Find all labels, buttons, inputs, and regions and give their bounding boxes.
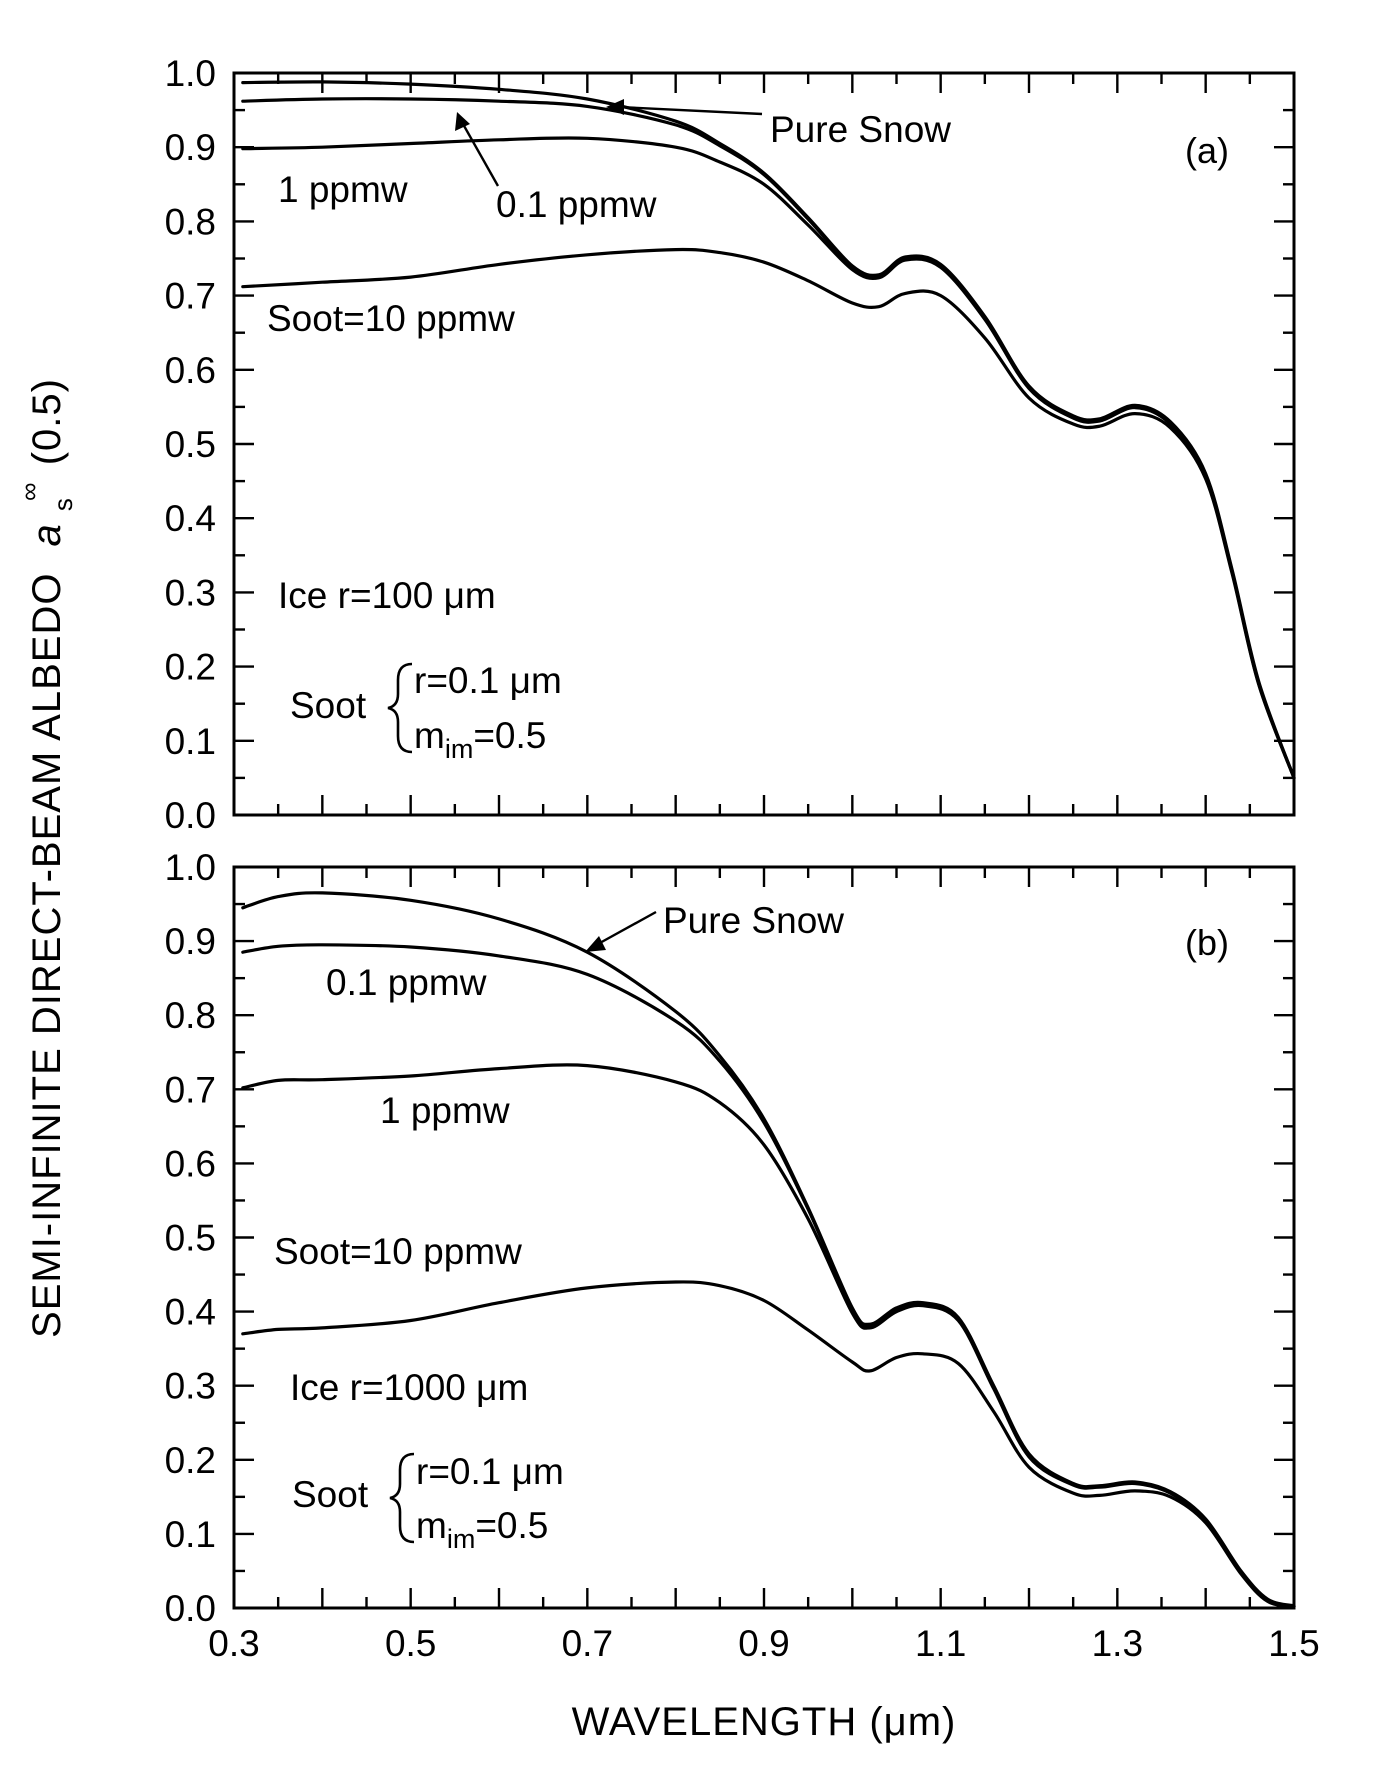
- y-axis-superscript: ∞: [14, 481, 44, 501]
- panel-b-label-soot-radius: r=0.1 μm: [416, 1451, 564, 1492]
- y-tick-label: 0.6: [165, 1143, 216, 1184]
- panel-b-ticks: [232, 865, 1296, 1610]
- panel-a-pure-snow-arrow: [617, 105, 763, 116]
- panel-b-y-tick-labels: 0.0 0.1 0.2 0.3 0.4 0.5 0.6 0.7 0.8 0.9 1.0: [165, 847, 216, 1629]
- panel-a-y-tick-labels: 0.0 0.1 0.2 0.3 0.4 0.5 0.6 0.7 0.8 0.9 1.0: [165, 53, 216, 836]
- panel-a-01-ppmw-arrow: [461, 123, 500, 187]
- y-tick-label: 0.9: [165, 921, 216, 962]
- y-tick-label: 0.1: [165, 721, 216, 762]
- y-tick-label: 0.3: [165, 1366, 216, 1407]
- panel-b-soot-brace: [389, 1452, 415, 1544]
- panel-a-tag: (a): [1185, 130, 1229, 171]
- panel-b-pure-snow-arrow: [597, 910, 657, 946]
- x-tick-label: 1.1: [915, 1623, 966, 1664]
- panel-b-tag: (b): [1185, 922, 1229, 963]
- panel-b-label-pure-snow: Pure Snow: [663, 900, 844, 941]
- panel-a-soot-index-value: =0.5: [473, 715, 546, 756]
- y-axis-title: SEMI-INFINITE DIRECT-BEAM ALBEDO a s ∞ (…: [3, 378, 81, 1338]
- y-tick-label: 0.0: [165, 795, 216, 836]
- panel-a-01-ppmw-arrowhead: [455, 112, 470, 131]
- panel-a-soot-index-base: m: [414, 715, 445, 756]
- panel-b: 0.0 0.1 0.2 0.3 0.4 0.5 0.6 0.7 0.8 0.9 1.0 0.3 0.5…: [165, 847, 1320, 1744]
- y-tick-label: 0.7: [165, 276, 216, 317]
- y-tick-label: 0.1: [165, 1514, 216, 1555]
- y-tick-label: 0.8: [165, 995, 216, 1036]
- x-tick-label: 0.3: [208, 1623, 259, 1664]
- x-tick-label: 0.5: [385, 1623, 436, 1664]
- panel-a-series-soot-10-ppmw: [241, 247, 1296, 780]
- y-tick-label: 0.3: [165, 572, 216, 613]
- x-axis-title: WAVELENGTH (μm): [572, 1700, 957, 1744]
- y-tick-label: 0.0: [165, 1588, 216, 1629]
- panel-a-label-ice: Ice r=100 μm: [278, 575, 496, 616]
- y-tick-label: 0.2: [165, 1440, 216, 1481]
- panel-a-label-soot-radius: r=0.1 μm: [414, 660, 562, 701]
- panel-b-soot-index-sub: im: [447, 1524, 476, 1554]
- y-tick-label: 0.8: [165, 201, 216, 242]
- panel-b-soot-index-value: =0.5: [475, 1505, 548, 1546]
- y-axis-title-text: SEMI-INFINITE DIRECT-BEAM ALBEDO: [25, 573, 69, 1338]
- panel-b-series-soot-10-ppmw: [241, 1280, 1296, 1609]
- panel-a-label-soot-10: Soot=10 ppmw: [267, 298, 515, 339]
- y-axis-symbol: a: [25, 523, 69, 546]
- y-axis-argument: (0.5): [25, 378, 69, 465]
- y-axis-subscript: s: [48, 497, 78, 511]
- x-tick-label: 1.3: [1092, 1623, 1143, 1664]
- y-tick-label: 0.2: [165, 647, 216, 688]
- y-tick-label: 0.9: [165, 127, 216, 168]
- y-tick-label: 0.5: [165, 424, 216, 465]
- panel-b-soot-index-base: m: [416, 1505, 447, 1546]
- x-tick-label: 1.5: [1268, 1623, 1319, 1664]
- panel-a-soot-brace: [387, 662, 413, 754]
- y-tick-label: 0.4: [165, 1292, 216, 1333]
- y-tick-label: 1.0: [165, 847, 216, 888]
- panel-a: 0.0 0.1 0.2 0.3 0.4 0.5 0.6 0.7 0.8 0.9 1.0 (a) Pu…: [165, 53, 1296, 836]
- panel-b-label-soot: Soot: [292, 1474, 369, 1515]
- y-tick-label: 1.0: [165, 53, 216, 94]
- panel-a-label-1-ppmw: 1 ppmw: [278, 169, 408, 210]
- y-tick-label: 0.7: [165, 1069, 216, 1110]
- panel-a-label-soot-index: mim=0.5: [414, 715, 546, 764]
- y-tick-label: 0.4: [165, 498, 216, 539]
- panel-b-curves: [241, 891, 1296, 1609]
- panel-b-label-ice: Ice r=1000 μm: [290, 1367, 528, 1408]
- panel-a-curves: [241, 80, 1296, 780]
- panel-a-label-soot: Soot: [290, 685, 367, 726]
- panel-b-label-soot-index: mim=0.5: [416, 1505, 548, 1554]
- panel-a-soot-index-sub: im: [445, 734, 474, 764]
- panel-a-pure-snow-arrowhead: [606, 99, 624, 115]
- panel-a-series-1-ppmw: [241, 136, 1296, 780]
- panel-a-label-pure-snow: Pure Snow: [770, 109, 951, 150]
- y-tick-label: 0.5: [165, 1218, 216, 1259]
- x-tick-label: 0.9: [738, 1623, 789, 1664]
- panel-b-label-1-ppmw: 1 ppmw: [380, 1090, 510, 1131]
- panel-b-x-tick-labels: 0.3 0.5 0.7 0.9 1.1 1.3 1.5: [208, 1623, 1319, 1664]
- panel-b-series-1-ppmw: [241, 1063, 1296, 1609]
- y-tick-label: 0.6: [165, 350, 216, 391]
- panel-a-label-01-ppmw: 0.1 ppmw: [496, 184, 657, 225]
- x-tick-label: 0.7: [562, 1623, 613, 1664]
- panel-b-label-soot-10: Soot=10 ppmw: [274, 1231, 522, 1272]
- panel-b-label-01-ppmw: 0.1 ppmw: [326, 962, 487, 1003]
- panel-b-pure-snow-arrowhead: [585, 936, 606, 952]
